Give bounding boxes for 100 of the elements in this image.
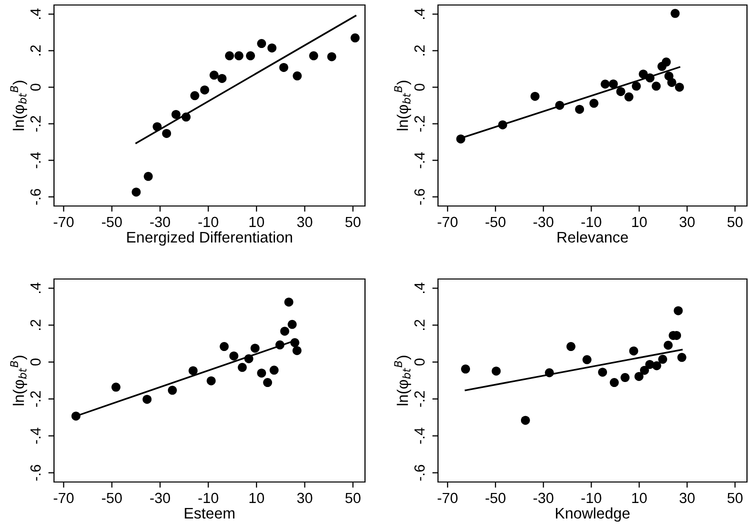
point bbox=[284, 298, 294, 307]
x-tick-label: -10 bbox=[581, 492, 602, 504]
point bbox=[309, 51, 318, 60]
y-tick-label: -.6 bbox=[30, 188, 41, 205]
x-tick-label: 30 bbox=[297, 216, 312, 228]
x-tick-label: -30 bbox=[534, 216, 554, 228]
point bbox=[664, 340, 673, 350]
point bbox=[544, 368, 554, 378]
x-tick-label: 10 bbox=[250, 492, 264, 504]
y-tick-label: .4 bbox=[30, 8, 41, 19]
y-axis-title: ln(φ$_{bt}$$^{B}$) bbox=[10, 356, 28, 406]
point bbox=[267, 43, 276, 52]
point bbox=[225, 51, 234, 60]
point bbox=[616, 87, 626, 96]
y-tick-label: .2 bbox=[30, 45, 41, 56]
point bbox=[152, 122, 162, 132]
y-tick-label: -.2 bbox=[414, 391, 425, 407]
point bbox=[257, 368, 266, 378]
point bbox=[461, 364, 470, 374]
x-tick-label: 50 bbox=[345, 216, 360, 228]
point bbox=[640, 366, 649, 375]
point bbox=[279, 62, 288, 72]
point bbox=[634, 372, 644, 381]
y-axis-title: ln(φ$_{bt}$$^{B}$) bbox=[10, 80, 28, 130]
x-tick-label: -50 bbox=[486, 492, 506, 504]
point bbox=[71, 412, 80, 421]
x-tick-label: -70 bbox=[54, 216, 74, 228]
y-tick-label: -.4 bbox=[30, 428, 41, 444]
point bbox=[610, 378, 619, 388]
y-tick-label: 0 bbox=[414, 84, 425, 91]
y-tick-label: -.6 bbox=[414, 464, 425, 481]
x-tick-label: 30 bbox=[680, 492, 695, 504]
y-tick-label: 0 bbox=[414, 358, 425, 366]
point bbox=[132, 188, 141, 197]
y-tick-label: -.4 bbox=[30, 152, 41, 168]
point bbox=[677, 352, 686, 362]
y-axis-title: ln(φ$_{bt}$$^{B}$) bbox=[394, 356, 412, 406]
y-tick-label: 0 bbox=[30, 358, 41, 366]
point bbox=[629, 346, 638, 356]
y-tick-label: .4 bbox=[414, 282, 425, 293]
x-tick-label: -30 bbox=[150, 216, 170, 228]
point bbox=[575, 104, 584, 114]
x-tick-label: 50 bbox=[727, 492, 743, 504]
point bbox=[638, 70, 648, 79]
x-tick-label: 50 bbox=[727, 216, 743, 228]
point bbox=[624, 92, 634, 102]
y-tick-label: -.2 bbox=[414, 116, 425, 132]
y-tick-label: -.2 bbox=[30, 116, 41, 132]
point bbox=[667, 78, 676, 87]
point bbox=[645, 73, 654, 82]
point bbox=[220, 342, 229, 352]
point bbox=[674, 82, 684, 92]
point bbox=[530, 92, 540, 101]
x-tick-label: 50 bbox=[345, 492, 360, 504]
point bbox=[270, 366, 279, 375]
point bbox=[288, 320, 297, 329]
point bbox=[244, 354, 254, 364]
y-tick-label: .2 bbox=[414, 320, 425, 330]
point bbox=[350, 33, 360, 42]
point bbox=[652, 361, 662, 370]
x-tick-label: -50 bbox=[102, 492, 122, 504]
y-tick-label: .4 bbox=[30, 282, 41, 293]
x-tick-label: -70 bbox=[438, 216, 458, 228]
point bbox=[608, 79, 618, 88]
point bbox=[206, 376, 216, 386]
point bbox=[290, 338, 300, 348]
point bbox=[492, 366, 501, 376]
point bbox=[589, 98, 598, 108]
point bbox=[275, 340, 284, 350]
point bbox=[566, 342, 576, 352]
point bbox=[188, 366, 198, 376]
y-tick-label: -.4 bbox=[414, 152, 425, 168]
point bbox=[168, 386, 177, 395]
point bbox=[111, 382, 120, 392]
point bbox=[670, 8, 680, 18]
point bbox=[257, 39, 266, 48]
point bbox=[190, 91, 200, 100]
point bbox=[200, 85, 210, 94]
x-axis-title: Relevance bbox=[558, 231, 628, 243]
x-tick-label: -10 bbox=[198, 216, 218, 228]
y-tick-label: -.2 bbox=[30, 391, 41, 407]
y-tick-label: .4 bbox=[414, 8, 425, 19]
x-tick-label: -10 bbox=[581, 216, 602, 228]
point bbox=[162, 128, 172, 138]
point bbox=[292, 346, 302, 356]
x-tick-label: 10 bbox=[632, 492, 647, 504]
point bbox=[142, 394, 152, 404]
x-axis-title: Energized Differentiation bbox=[127, 231, 292, 246]
y-tick-label: .2 bbox=[30, 320, 41, 330]
y-axis-title: ln(φ$_{bt}$$^{B}$) bbox=[394, 80, 412, 130]
point bbox=[620, 373, 630, 382]
point bbox=[218, 74, 227, 83]
point bbox=[182, 112, 191, 122]
point bbox=[229, 351, 238, 360]
point bbox=[144, 172, 153, 181]
point bbox=[280, 326, 290, 336]
point bbox=[658, 354, 668, 364]
x-tick-label: -30 bbox=[150, 492, 170, 504]
x-tick-label: 30 bbox=[297, 492, 312, 504]
point bbox=[263, 378, 272, 388]
